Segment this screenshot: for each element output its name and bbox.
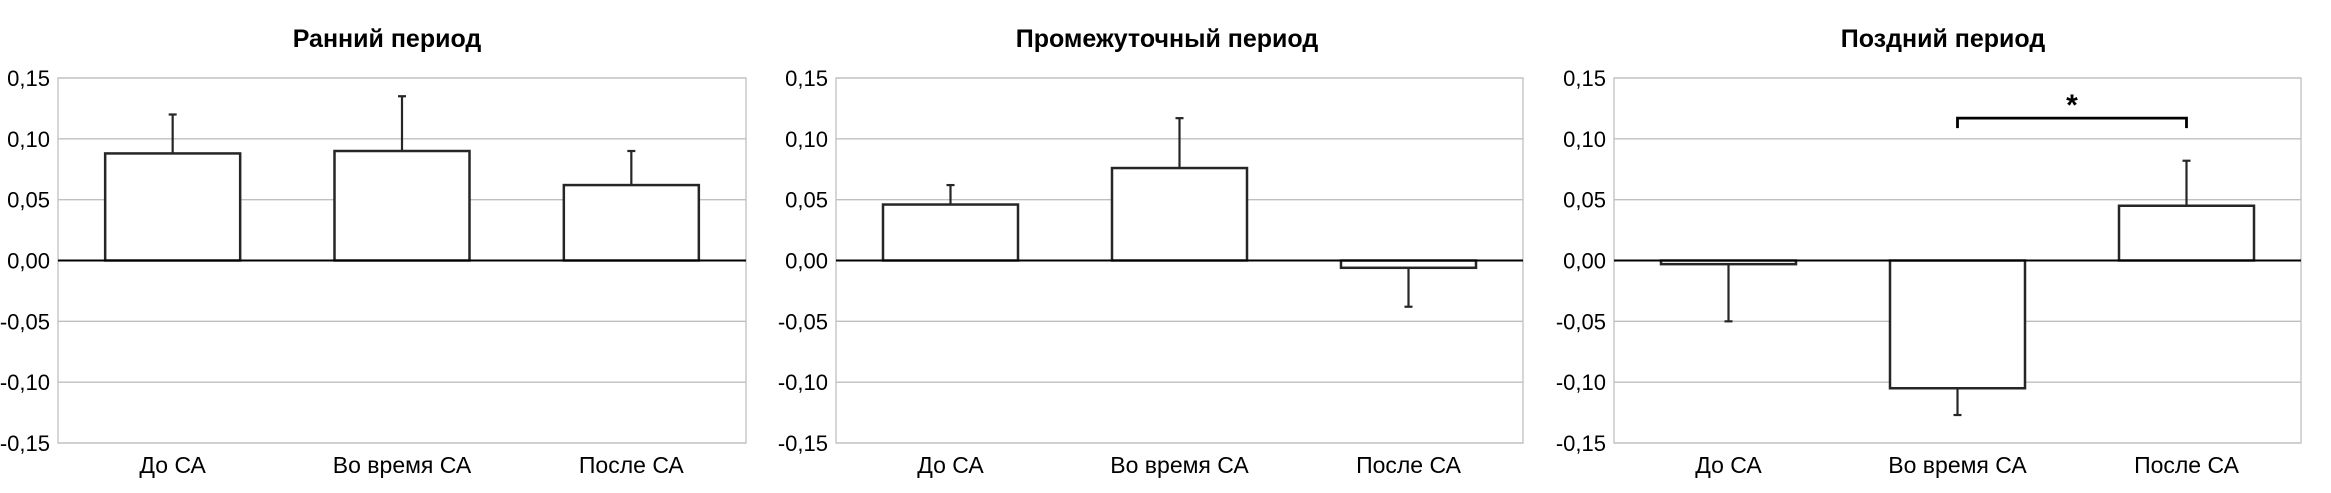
significance-bracket — [1956, 116, 2188, 129]
y-tick-label: 0,05 — [1563, 188, 1606, 213]
chart-title: Поздний период — [1841, 25, 2046, 53]
y-tick-label: -0,15 — [1556, 431, 1606, 456]
chart-title: Промежуточный период — [1016, 25, 1319, 53]
bar — [333, 149, 471, 262]
x-category-label: Во время СА — [1888, 452, 2027, 478]
bar — [1339, 259, 1478, 270]
y-tick-label: -0,10 — [1556, 370, 1606, 395]
x-category-label: До СА — [917, 452, 984, 478]
bar — [1888, 259, 2027, 390]
bar — [562, 183, 701, 262]
x-category-label: После СА — [579, 452, 685, 478]
y-tick-label: -0,05 — [1556, 309, 1606, 334]
y-tick-label: 0,05 — [7, 188, 50, 213]
y-tick-label: 0,05 — [785, 188, 828, 213]
bar — [881, 203, 1020, 262]
y-tick-label: 0,00 — [785, 249, 828, 274]
chart-title: Ранний период — [293, 25, 482, 53]
y-tick-label: -0,10 — [0, 370, 50, 395]
x-category-label: После СА — [2134, 452, 2240, 478]
y-tick-label: 0,00 — [1563, 249, 1606, 274]
x-category-label: До СА — [1695, 452, 1762, 478]
x-category-label: После СА — [1356, 452, 1462, 478]
y-tick-label: -0,15 — [0, 431, 50, 456]
significance-star: * — [2066, 89, 2078, 122]
bar — [103, 152, 242, 262]
bar — [1110, 166, 1249, 262]
y-tick-label: 0,00 — [7, 249, 50, 274]
y-tick-label: -0,15 — [778, 431, 828, 456]
y-tick-label: -0,05 — [0, 309, 50, 334]
x-category-label: Во время СА — [1110, 452, 1249, 478]
x-category-label: До СА — [139, 452, 206, 478]
y-tick-label: 0,15 — [785, 66, 828, 91]
bar — [2117, 204, 2256, 262]
y-tick-label: 0,10 — [1563, 127, 1606, 152]
y-tick-label: 0,15 — [7, 66, 50, 91]
y-tick-label: 0,10 — [785, 127, 828, 152]
y-tick-label: 0,15 — [1563, 66, 1606, 91]
y-tick-label: -0,10 — [778, 370, 828, 395]
y-tick-label: -0,05 — [778, 309, 828, 334]
x-category-label: Во время СА — [333, 452, 472, 478]
y-tick-label: 0,10 — [7, 127, 50, 152]
